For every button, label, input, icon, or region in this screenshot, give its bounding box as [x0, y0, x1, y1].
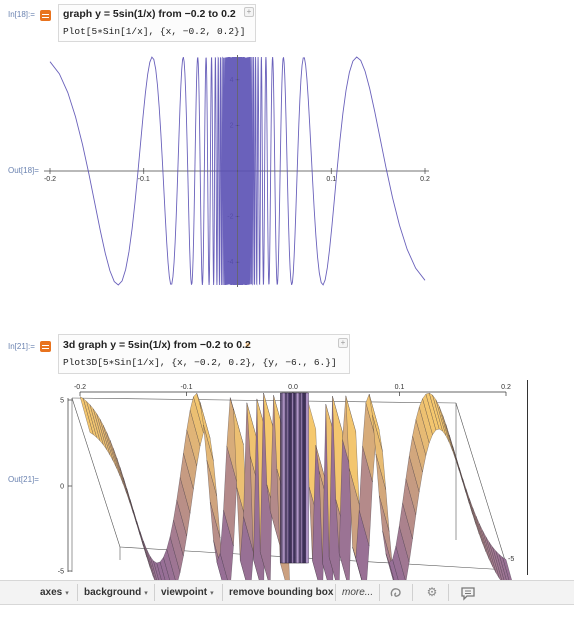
background-button[interactable]: background ▾ — [84, 585, 148, 600]
divider — [154, 584, 155, 601]
plot3d-code[interactable]: Plot3D[5∗Sin[1/x], {x, −0.2, 0.2}, {y, −… — [63, 357, 337, 368]
x-tick-label: 0.0 — [288, 384, 298, 391]
chevron-down-icon: ▾ — [144, 590, 148, 597]
x-tick-label: -0.2 — [74, 384, 86, 391]
x-tick-label: 0.1 — [326, 176, 336, 183]
divider — [412, 584, 413, 601]
input-cell-21[interactable]: 3d graph y = 5sin(1/x) from −0.2 to 0.2 … — [58, 334, 350, 374]
suggestions-bar: axes ▾ background ▾ viewpoint ▾ remove boun… — [0, 580, 574, 605]
plot-code[interactable]: Plot[5∗Sin[1/x], {x, −0.2, 0.2}] — [63, 26, 246, 37]
line-plot: -0.2 -0.1 0.1 0.2-4-224 — [44, 55, 430, 287]
input-label-18: In[18]:= — [8, 10, 35, 19]
bounding-box-edge — [455, 402, 509, 571]
cell-group-icon[interactable] — [40, 10, 51, 21]
divider — [77, 584, 78, 601]
chevron-down-icon: ▾ — [65, 590, 69, 597]
input-label-21: In[21]:= — [8, 342, 35, 351]
add-icon[interactable]: + — [338, 338, 348, 348]
y-tick-label: -5 — [508, 556, 514, 563]
output-label-21: Out[21]= — [8, 475, 39, 484]
cell-title-text: graph y = 5sin(1/x) from −0.2 to 0.2 — [63, 8, 236, 20]
divider — [335, 584, 336, 601]
bounding-box-edge — [71, 397, 121, 548]
divider — [222, 584, 223, 601]
comment-icon[interactable] — [460, 585, 476, 601]
x-tick-label: 0.2 — [420, 176, 430, 183]
surface-patch — [305, 392, 309, 564]
remove-bounding-box-button[interactable]: remove bounding box — [229, 585, 333, 600]
divider — [379, 584, 380, 601]
background-label: background — [84, 587, 142, 598]
surface-group — [79, 392, 517, 600]
swirl-icon[interactable] — [388, 585, 404, 600]
cell-bracket[interactable] — [527, 380, 528, 575]
arrow-icon: » — [245, 339, 251, 349]
z-tick-label: -5 — [58, 569, 64, 576]
z-tick-label: 0 — [60, 484, 64, 491]
x-tick-label: 0.2 — [501, 384, 511, 391]
viewpoint-button[interactable]: viewpoint ▾ — [161, 585, 214, 600]
x-tick-label: -0.1 — [138, 176, 150, 183]
chevron-down-icon: ▾ — [210, 590, 214, 597]
input-cell-18[interactable]: graph y = 5sin(1/x) from −0.2 to 0.2 Plo… — [58, 4, 256, 42]
axes-label: axes — [40, 587, 63, 598]
gear-icon[interactable]: ⚙ — [426, 585, 438, 599]
axes-button[interactable]: axes ▾ — [40, 585, 69, 600]
viewpoint-label: viewpoint — [161, 587, 208, 598]
x-tick-label: 0.1 — [395, 384, 405, 391]
x-tick-label: -0.1 — [180, 384, 192, 391]
plot-curve — [49, 56, 238, 286]
cell-group-icon[interactable] — [40, 341, 51, 352]
z-tick-label: 5 — [60, 398, 64, 405]
x-tick-label: -0.2 — [44, 176, 56, 183]
plot-curve — [237, 56, 426, 286]
more-button[interactable]: more... — [342, 587, 374, 598]
remove-bounding-box-label: remove bounding box — [229, 587, 334, 598]
cell-title-text: 3d graph y = 5sin(1/x) from −0.2 to 0.2 — [63, 339, 251, 351]
divider — [448, 584, 449, 601]
add-icon[interactable]: + — [244, 7, 254, 17]
output-label-18: Out[18]= — [8, 166, 39, 175]
